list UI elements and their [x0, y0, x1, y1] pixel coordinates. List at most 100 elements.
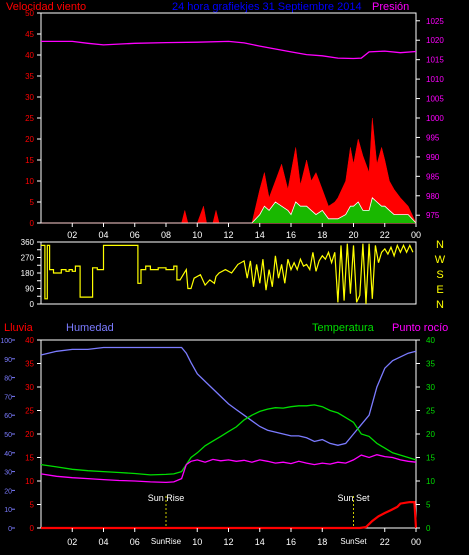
rain-axis-tick-label: 5 [30, 501, 35, 510]
wind-direction-line [41, 243, 414, 305]
rain-axis-tick-label: 10 [25, 477, 34, 486]
compass-label: S [436, 269, 443, 281]
wind-axis-tick-label: 30 [25, 93, 34, 102]
wind-axis-tick-label: 50 [25, 9, 34, 18]
weather-axis-ticks: 0 10 20 30 40 50 60 70 80 90 100 0 5 10 15 20 25 30 35 40 0 5… [0, 336, 435, 533]
rain-label: Lluvia [4, 322, 34, 334]
wind-x-tick-label: 10 [192, 230, 202, 240]
dewpoint-line [40, 454, 417, 484]
wind-axis-ticks: 0 5 10 15 20 25 30 35 40 45 50 [25, 9, 41, 228]
temperature-axis-tick-label: 35 [426, 360, 435, 369]
rain-axis-tick-label: 15 [25, 454, 34, 463]
sun-set-marker: SunSet [340, 537, 367, 546]
wind-gust-line [41, 197, 417, 224]
temperature-axis-tick-label: 25 [426, 407, 435, 416]
compass-label: E [436, 284, 443, 296]
sun-rise-marker: SunRise [151, 537, 182, 546]
wind-x-tick-label: 16 [286, 230, 296, 240]
wind-axis-tick-label: 40 [25, 51, 34, 60]
pressure-axis-tick-label: 1015 [426, 56, 444, 65]
direction-axis-tick-label: 180 [21, 269, 35, 278]
temperature-line [40, 404, 417, 476]
weather-lines-layer [40, 346, 418, 530]
direction-axis-tick-label: 360 [21, 238, 35, 247]
humidity-axis-tick-label: 10 [4, 507, 12, 514]
temperature-axis-tick-label: 5 [426, 501, 431, 510]
sun-rise-label: Sun Rise [148, 493, 185, 503]
weather-x-tick-label: 18 [317, 537, 327, 547]
humidity-line [40, 346, 417, 446]
compass-label: N [436, 239, 444, 251]
wind-axis-tick-label: 5 [30, 198, 35, 207]
temperature-axis-tick-label: 30 [426, 383, 435, 392]
weather-x-tick-label: 00 [411, 537, 421, 547]
humidity-axis-tick-label: 50 [4, 432, 12, 439]
direction-line-layer [41, 243, 414, 305]
humidity-axis-tick-label: 40 [4, 451, 12, 458]
wind-x-axis-ticks: 02 04 06 08 10 12 14 16 18 20 22 00 [67, 223, 421, 240]
temperature-axis-tick-label: 20 [426, 430, 435, 439]
rain-line [41, 501, 418, 530]
pressure-axis-tick-label: 1020 [426, 36, 444, 45]
wind-x-tick-label: 20 [348, 230, 358, 240]
weather-x-tick-label: 06 [130, 537, 140, 547]
wind-axis-tick-label: 35 [25, 72, 34, 81]
pressure-line-layer [41, 40, 417, 60]
sun-markers: Sun Rise SunRise Sun Set SunSet [148, 493, 370, 546]
pressure-line [41, 40, 417, 60]
humidity-axis-tick-label: 60 [4, 413, 12, 420]
weather-x-tick-label: 04 [98, 537, 108, 547]
pressure-axis-tick-label: 1010 [426, 75, 444, 84]
wind-speed-label: Velocidad viento [6, 1, 86, 13]
wind-axis-tick-label: 0 [30, 219, 35, 228]
rain-axis-tick-label: 35 [25, 360, 34, 369]
weather-x-tick-label: 16 [286, 537, 296, 547]
humidity-axis-tick-label: 80 [4, 376, 12, 383]
pressure-axis-tick-label: 985 [426, 172, 440, 181]
wind-axis-tick-label: 25 [25, 114, 34, 123]
temperature-axis-tick-label: 10 [426, 477, 435, 486]
pressure-axis-tick-label: 980 [426, 192, 440, 201]
humidity-axis-tick-label: 0 [8, 526, 12, 533]
humidity-label: Humedad [66, 322, 114, 334]
pressure-axis-tick-label: 990 [426, 153, 440, 162]
sun-set-label: Sun Set [337, 493, 370, 503]
humidity-axis-tick-label: 20 [4, 488, 12, 495]
rain-axis-tick-label: 40 [25, 336, 34, 345]
direction-axis-ticks: 0 90 180 270 360 [21, 238, 41, 309]
direction-axis-tick-label: 0 [30, 300, 35, 309]
pressure-axis-tick-label: 975 [426, 211, 440, 220]
weather-x-tick-label: 22 [380, 537, 390, 547]
pressure-axis-tick-label: 995 [426, 133, 440, 142]
wind-x-tick-label: 12 [223, 230, 233, 240]
wind-axis-tick-label: 15 [25, 156, 34, 165]
wind-gust-area [41, 197, 416, 223]
temperature-axis-tick-label: 15 [426, 454, 435, 463]
temperature-axis-tick-label: 40 [426, 336, 435, 345]
compass-label: N [436, 299, 444, 311]
pressure-axis-tick-label: 1005 [426, 95, 444, 104]
rain-axis-tick-label: 25 [25, 407, 34, 416]
rain-axis-tick-label: 20 [25, 430, 34, 439]
weather-x-tick-label: 14 [255, 537, 265, 547]
weather-x-axis-ticks: 02 04 06 10 12 14 16 18 22 00 [67, 528, 421, 547]
weather-x-tick-label: 12 [223, 537, 233, 547]
humidity-axis-tick-label: 30 [4, 470, 12, 477]
wind-x-tick-label: 18 [317, 230, 327, 240]
humidity-axis-tick-label: 90 [4, 357, 12, 364]
direction-axis-tick-label: 270 [21, 254, 35, 263]
wind-x-tick-label: 08 [161, 230, 171, 240]
wind-axis-tick-label: 10 [25, 177, 34, 186]
wind-x-tick-label: 00 [411, 230, 421, 240]
weather-x-tick-label: 02 [67, 537, 77, 547]
humidity-axis-tick-label: 70 [4, 394, 12, 401]
pressure-label: Presión [372, 1, 409, 13]
pressure-axis-tick-label: 1000 [426, 114, 444, 123]
wind-x-tick-label: 04 [98, 230, 108, 240]
dewpoint-label: Punto rocío [392, 322, 448, 334]
